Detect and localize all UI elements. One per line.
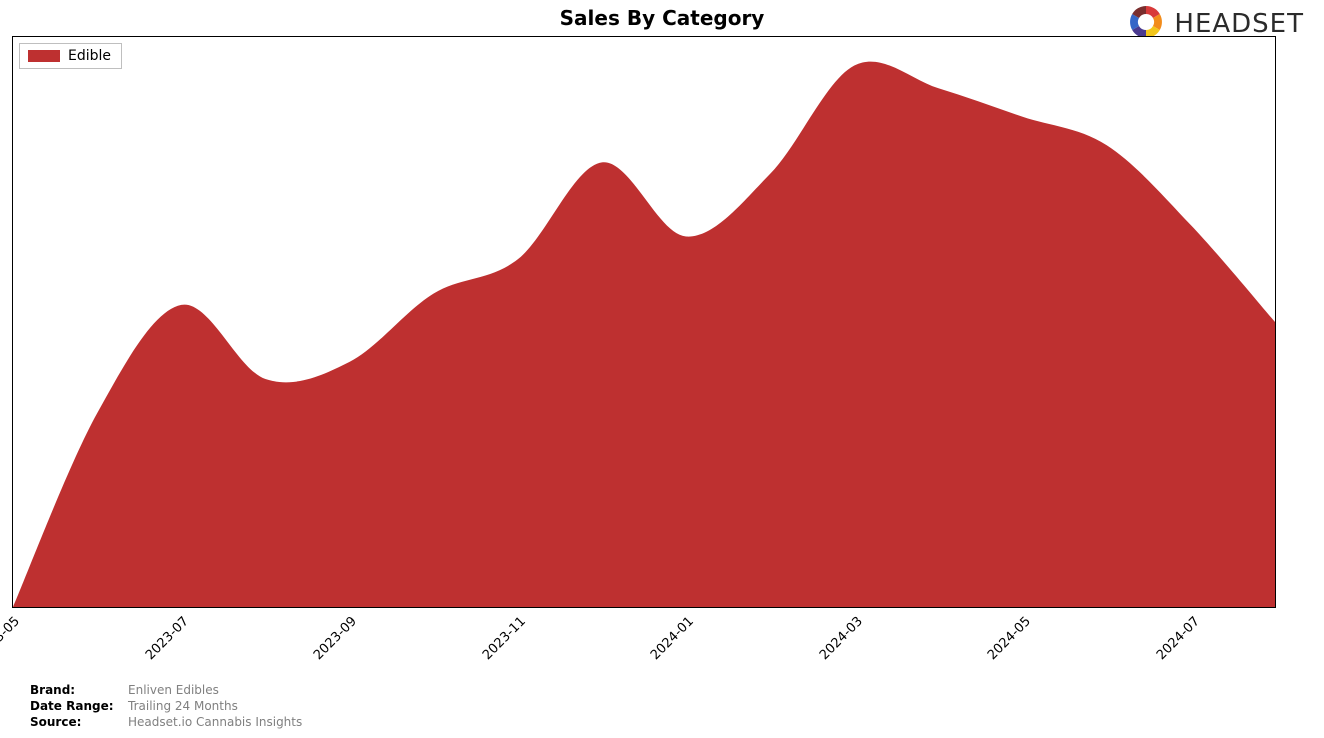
footer-value: Headset.io Cannabis Insights: [128, 714, 302, 730]
footer-key: Source:: [30, 714, 120, 730]
x-tick-label: 2023-07: [142, 614, 191, 663]
footer-row: Brand: Enliven Edibles: [30, 682, 302, 698]
footer-key: Brand:: [30, 682, 120, 698]
chart-title: Sales By Category: [0, 6, 1324, 30]
footer-row: Date Range: Trailing 24 Months: [30, 698, 302, 714]
x-tick-label: 2023-05: [0, 614, 23, 663]
x-tick-label: 2024-05: [985, 614, 1034, 663]
plot-area: Edible: [12, 36, 1276, 608]
x-tick-label: 2023-09: [311, 614, 360, 663]
footer-row: Source: Headset.io Cannabis Insights: [30, 714, 302, 730]
x-tick-label: 2024-03: [817, 614, 866, 663]
footer-key: Date Range:: [30, 698, 120, 714]
footer-value: Trailing 24 Months: [128, 698, 238, 714]
legend: Edible: [19, 43, 122, 69]
footer-value: Enliven Edibles: [128, 682, 219, 698]
brand-logo-text: HEADSET: [1174, 9, 1304, 39]
legend-label: Edible: [68, 48, 111, 64]
area-series-edible: [13, 62, 1275, 607]
chart-canvas: Sales By Category HEADSET Edible: [0, 0, 1324, 738]
x-tick-label: 2024-07: [1154, 614, 1203, 663]
chart-footer: Brand: Enliven Edibles Date Range: Trailing…: [30, 682, 302, 730]
x-tick-label: 2024-01: [648, 614, 697, 663]
x-tick-label: 2023-11: [480, 614, 529, 663]
legend-swatch: [28, 50, 60, 62]
